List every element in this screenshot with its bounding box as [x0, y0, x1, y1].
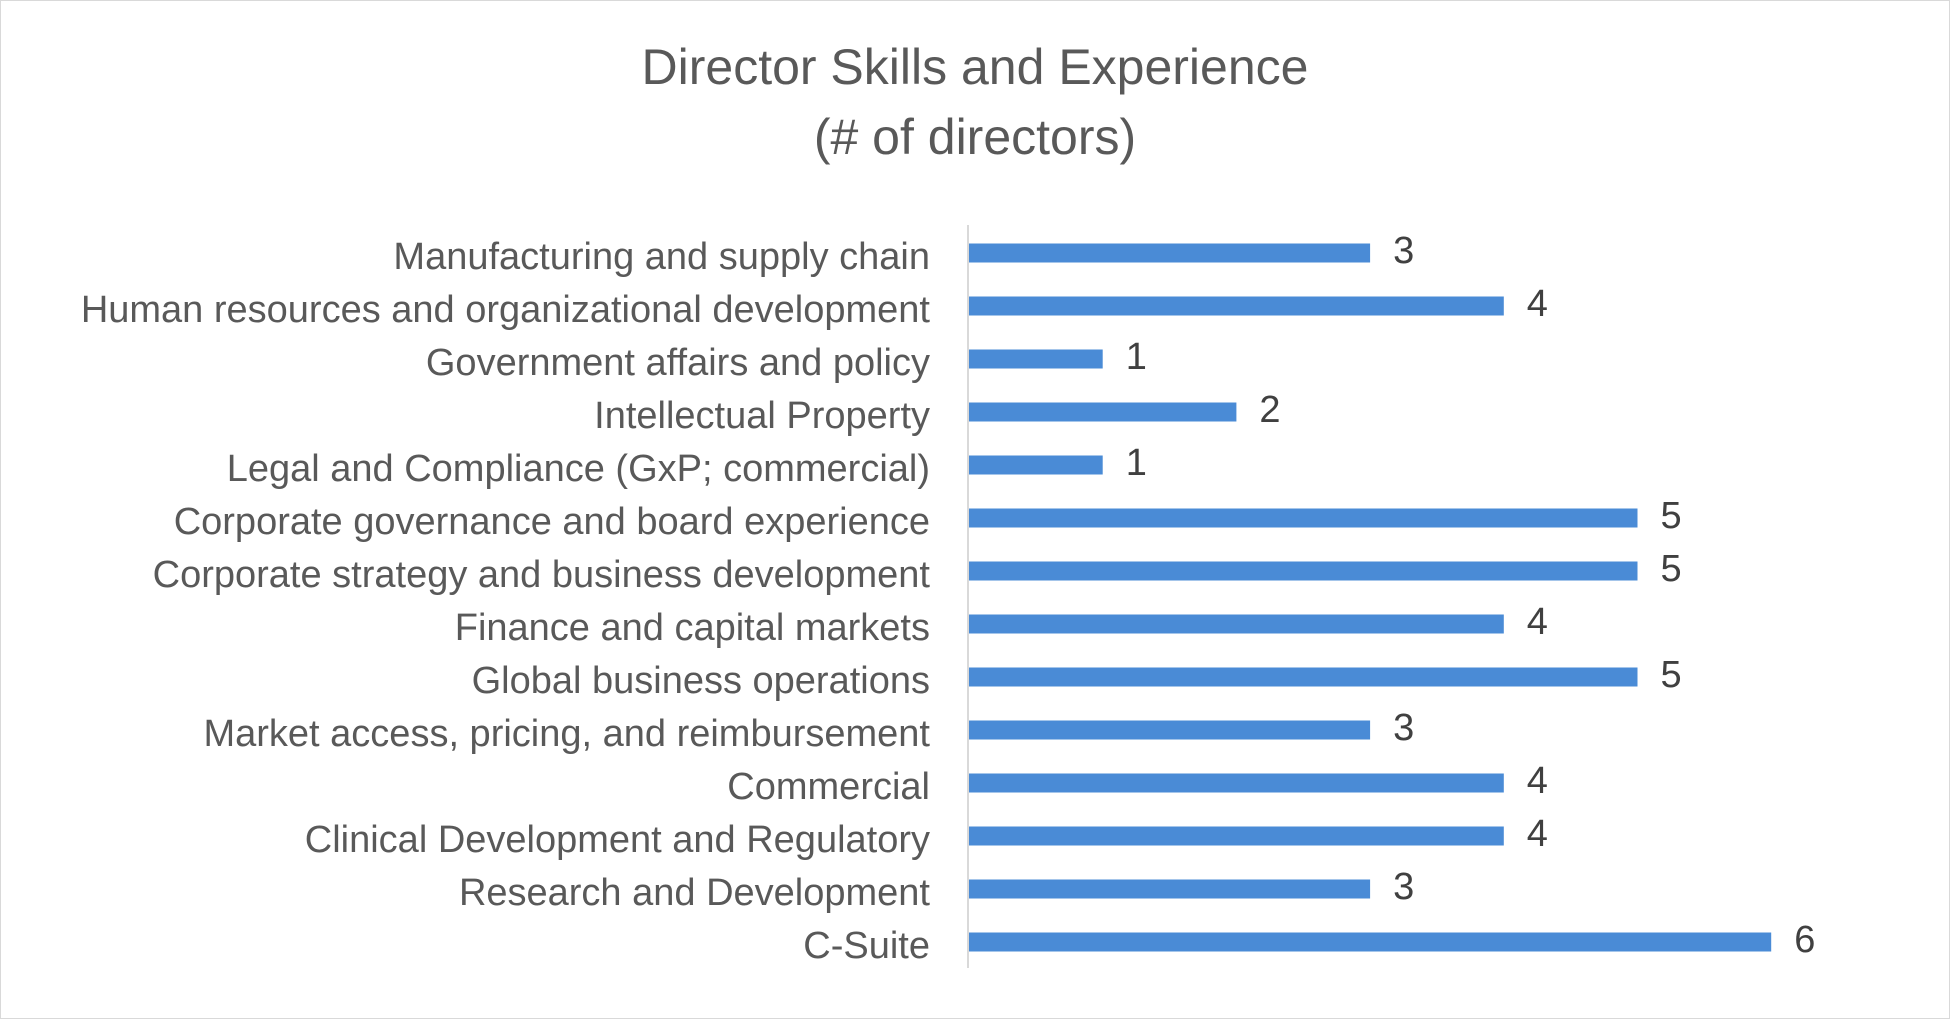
data-label: 6: [1794, 919, 1815, 961]
data-label: 1: [1126, 442, 1147, 484]
category-label: Finance and capital markets: [455, 607, 930, 649]
category-label: Commercial: [727, 766, 930, 808]
bar: [969, 932, 1772, 952]
category-label: Legal and Compliance (GxP; commercial): [227, 448, 930, 490]
bar: [969, 508, 1638, 528]
bar: [969, 349, 1103, 369]
bar: [969, 720, 1371, 740]
bar: [969, 243, 1371, 263]
chart-title: Director Skills and Experience: [641, 39, 1309, 95]
value-labels: 3 4 1 2 1 5 5 4 5 3 4 4 3 6: [1126, 230, 1816, 961]
category-labels: Manufacturing and supply chain Human reso…: [81, 236, 931, 967]
category-label: Intellectual Property: [594, 395, 930, 437]
category-label: Clinical Development and Regulatory: [305, 819, 930, 861]
bar: [969, 773, 1504, 793]
category-label: Market access, pricing, and reimbursemen…: [203, 713, 930, 755]
category-label: Corporate governance and board experienc…: [174, 501, 930, 543]
bar: [969, 667, 1638, 687]
data-label: 4: [1527, 813, 1548, 855]
bar: [969, 879, 1371, 899]
bar: [969, 826, 1504, 846]
data-label: 4: [1527, 283, 1548, 325]
category-label: Human resources and organizational devel…: [81, 289, 931, 331]
data-label: 3: [1393, 866, 1414, 908]
category-label: Global business operations: [472, 660, 930, 702]
data-label: 5: [1661, 654, 1682, 696]
bar: [969, 614, 1504, 634]
data-label: 5: [1661, 495, 1682, 537]
bar: [969, 296, 1504, 316]
bar: [969, 402, 1237, 422]
bar: [969, 561, 1638, 581]
category-label: Research and Development: [459, 872, 930, 914]
data-label: 3: [1393, 707, 1414, 749]
category-label: C-Suite: [803, 925, 930, 967]
chart-subtitle: (# of directors): [813, 109, 1137, 165]
data-label: 2: [1259, 389, 1280, 431]
data-label: 4: [1527, 760, 1548, 802]
data-label: 3: [1393, 230, 1414, 272]
data-label: 4: [1527, 601, 1548, 643]
category-label: Government affairs and policy: [426, 342, 930, 384]
data-label: 5: [1661, 548, 1682, 590]
data-label: 1: [1126, 336, 1147, 378]
category-label: Corporate strategy and business developm…: [153, 554, 931, 596]
bar-group: [969, 243, 1772, 952]
bar: [969, 455, 1103, 475]
category-label: Manufacturing and supply chain: [393, 236, 930, 278]
